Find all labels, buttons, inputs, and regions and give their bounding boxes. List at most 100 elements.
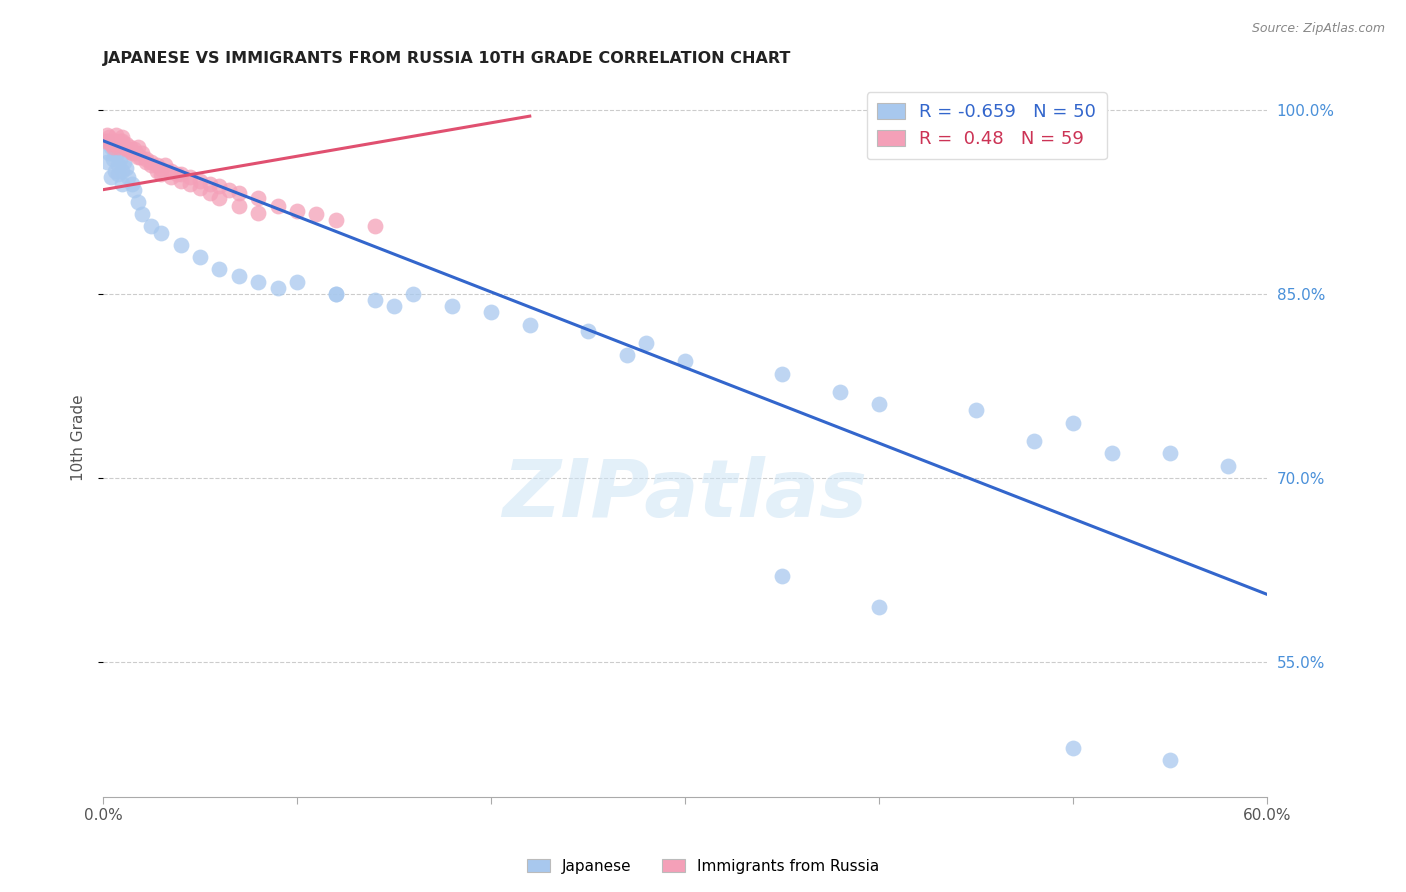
Point <box>1062 416 1084 430</box>
Point <box>112 140 135 154</box>
Point <box>110 134 132 148</box>
Point <box>770 569 793 583</box>
Point <box>117 170 139 185</box>
Point <box>1101 446 1123 460</box>
Point <box>868 599 890 614</box>
Legend: Japanese, Immigrants from Russia: Japanese, Immigrants from Russia <box>520 853 886 880</box>
Point <box>166 167 188 181</box>
Point <box>111 134 134 148</box>
Point <box>105 148 128 162</box>
Point <box>111 164 134 178</box>
Point <box>112 154 135 169</box>
Point <box>1024 434 1046 448</box>
Point <box>218 183 240 197</box>
Point <box>146 164 169 178</box>
Point <box>208 179 231 194</box>
Point <box>325 287 347 301</box>
Point <box>125 145 148 160</box>
Point <box>97 134 120 148</box>
Point <box>228 268 250 283</box>
Point <box>169 238 191 252</box>
Point <box>135 154 157 169</box>
Point <box>96 134 118 148</box>
Point <box>247 206 270 220</box>
Point <box>179 170 201 185</box>
Point <box>107 167 129 181</box>
Point <box>285 203 308 218</box>
Point <box>97 145 120 160</box>
Point <box>121 177 143 191</box>
Point <box>266 199 288 213</box>
Point <box>247 191 270 205</box>
Point <box>159 164 181 178</box>
Point <box>636 336 658 351</box>
Point <box>198 186 221 201</box>
Point <box>111 177 134 191</box>
Text: JAPANESE VS IMMIGRANTS FROM RUSSIA 10TH GRADE CORRELATION CHART: JAPANESE VS IMMIGRANTS FROM RUSSIA 10TH … <box>103 51 792 66</box>
Point <box>616 348 638 362</box>
Point <box>100 170 122 185</box>
Point <box>141 219 163 234</box>
Point <box>97 130 120 145</box>
Point <box>965 403 987 417</box>
Point <box>363 293 385 307</box>
Point <box>169 167 191 181</box>
Point <box>111 130 134 145</box>
Point <box>228 199 250 213</box>
Point <box>131 207 153 221</box>
Point <box>101 140 124 154</box>
Point <box>105 128 128 142</box>
Point <box>325 287 347 301</box>
Point <box>150 167 173 181</box>
Point <box>127 194 149 209</box>
Point <box>117 142 139 156</box>
Point <box>120 140 142 154</box>
Text: Source: ZipAtlas.com: Source: ZipAtlas.com <box>1251 22 1385 36</box>
Point <box>673 354 696 368</box>
Point <box>131 145 153 160</box>
Point <box>127 150 149 164</box>
Point <box>159 170 181 185</box>
Point <box>208 191 231 205</box>
Point <box>266 281 288 295</box>
Point <box>115 137 138 152</box>
Point <box>479 305 502 319</box>
Point <box>103 134 125 148</box>
Point <box>96 128 118 142</box>
Point <box>382 299 405 313</box>
Point <box>121 145 143 160</box>
Point <box>101 152 124 166</box>
Point <box>188 181 211 195</box>
Point <box>208 262 231 277</box>
Point <box>101 136 124 150</box>
Point <box>169 174 191 188</box>
Point <box>198 177 221 191</box>
Point <box>150 226 173 240</box>
Point <box>153 158 176 172</box>
Point <box>247 275 270 289</box>
Point <box>770 367 793 381</box>
Legend: R = -0.659   N = 50, R =  0.48   N = 59: R = -0.659 N = 50, R = 0.48 N = 59 <box>866 92 1107 159</box>
Point <box>96 154 118 169</box>
Y-axis label: 10th Grade: 10th Grade <box>72 394 86 482</box>
Point <box>115 142 138 156</box>
Point <box>107 158 129 172</box>
Point <box>110 152 132 166</box>
Point <box>228 186 250 201</box>
Point <box>576 324 599 338</box>
Point <box>141 158 163 172</box>
Point <box>94 134 117 148</box>
Point <box>135 152 157 166</box>
Point <box>100 137 122 152</box>
Point <box>100 140 122 154</box>
Point <box>121 145 143 159</box>
Point <box>107 137 129 152</box>
Point <box>868 397 890 411</box>
Point <box>150 161 173 176</box>
Point <box>363 219 385 234</box>
Point <box>830 384 852 399</box>
Point <box>1159 753 1181 767</box>
Point <box>115 161 138 175</box>
Point <box>103 142 125 156</box>
Point <box>122 142 145 156</box>
